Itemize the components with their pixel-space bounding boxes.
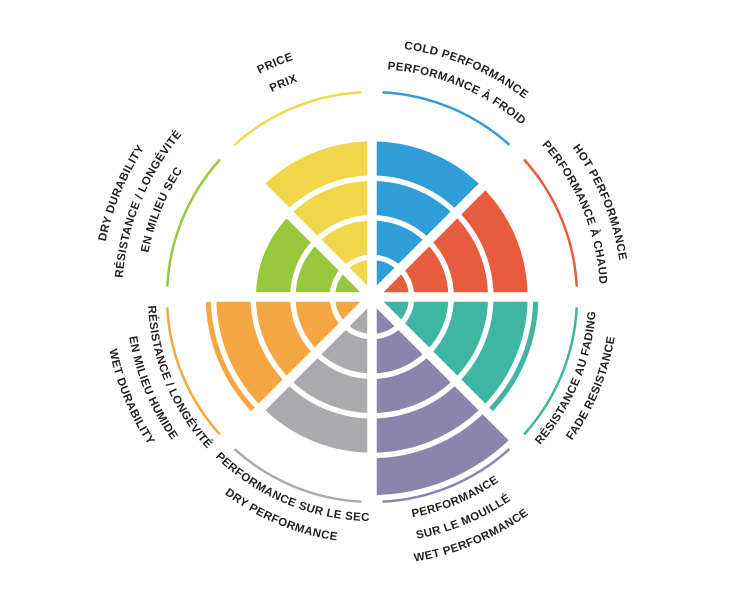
arc-wet-durability <box>166 307 221 435</box>
label-text-price-line-1: PRICE <box>256 51 295 76</box>
wedge-wet-durability <box>205 297 372 415</box>
label-dry-performance-line-1: PERFORMANCE SUR LE SEC <box>213 450 370 524</box>
arc-wet-performance <box>382 448 510 503</box>
label-text-dry-performance-line-1: PERFORMANCE SUR LE SEC <box>213 450 369 524</box>
label-wet-durability-line-1: RÉSISTANCE / LONGÉVITÉ <box>145 305 215 451</box>
label-text-dry-durability-line-2: RÉSISTANCE / LONGÉVITÉ <box>114 128 185 279</box>
label-dry-durability-line-2: RÉSISTANCE / LONGÉVITÉ <box>114 128 185 279</box>
wedge-dry-performance <box>259 297 372 456</box>
wedge-price <box>259 138 372 297</box>
wedge-hot-performance <box>372 184 531 297</box>
arc-fade-resistance <box>523 307 578 435</box>
wedge-fade-resistance <box>372 297 539 415</box>
arc-cold-performance <box>382 91 510 146</box>
wedge-dry-durability <box>253 212 372 297</box>
label-text-wet-durability-line-1: RÉSISTANCE / LONGÉVITÉ <box>145 305 214 451</box>
wedge-cold-performance <box>372 138 485 297</box>
arc-hot-performance <box>523 159 578 287</box>
label-text-price-line-2: PRIX <box>268 73 299 95</box>
sector-divider <box>216 141 376 301</box>
sector-divider <box>368 141 528 301</box>
arc-dry-durability <box>166 159 221 287</box>
sector-divider <box>368 293 528 453</box>
label-price-line-2: PRIX <box>268 73 299 95</box>
arc-price <box>234 91 362 146</box>
label-fade-resistance-line-1: RÉSISTANCE AU FADING <box>533 310 598 447</box>
sector-divider <box>216 293 376 453</box>
arc-dry-performance <box>234 448 362 503</box>
label-text-fade-resistance-line-1: RÉSISTANCE AU FADING <box>533 310 598 447</box>
label-price-line-1: PRICE <box>256 51 295 76</box>
